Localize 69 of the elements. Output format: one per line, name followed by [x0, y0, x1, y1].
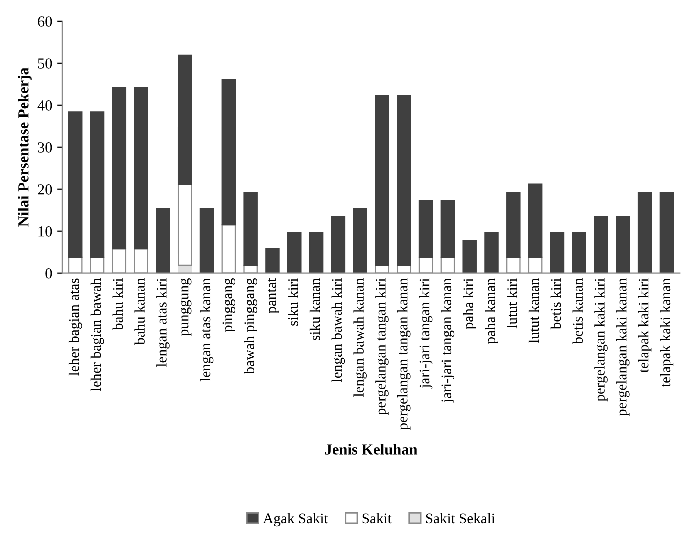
legend-label: Sakit Sekali [426, 513, 496, 524]
x-tick-label: lengan atas kiri [156, 278, 170, 368]
bar [266, 248, 280, 274]
x-tick-label: lengan bawah kiri [332, 278, 346, 382]
bar [178, 184, 192, 266]
bar [528, 184, 543, 258]
bar [112, 87, 127, 250]
x-tick-label: telapak kaki kanan [660, 278, 674, 388]
x-axis-title: Jenis Keluhan [325, 444, 418, 455]
bar [462, 240, 477, 274]
legend-label: Agak Sakit [263, 513, 328, 527]
x-tick-label: lutut kanan [528, 278, 540, 344]
y-tick-label: 40 [38, 100, 52, 111]
legend-label: Sakit [362, 513, 392, 524]
bar [68, 112, 83, 258]
bar [506, 192, 521, 258]
y-tick-label: 10 [38, 226, 52, 237]
x-tick-label: siku kanan [310, 278, 320, 340]
x-tick-label: bahu kiri [112, 278, 124, 330]
bar [178, 54, 192, 186]
bar [572, 232, 586, 274]
x-tick-label: bahu kanan [134, 278, 145, 346]
x-tick-label: jari-jari tangan kiri [419, 278, 433, 389]
y-tick-label: 20 [38, 184, 52, 195]
bar [418, 200, 434, 258]
x-tick-label: pergelangan kaki kanan [616, 278, 630, 416]
x-tick-label: pergelangan tangan kiri [376, 278, 389, 416]
bar [638, 192, 652, 274]
x-tick-label: pinggang [222, 278, 236, 332]
bar [353, 208, 368, 274]
bar [288, 232, 302, 274]
bar [616, 216, 630, 274]
bar [134, 87, 148, 250]
y-tick-label: 0 [46, 268, 52, 279]
bar [331, 216, 346, 274]
y-tick-label: 50 [38, 58, 52, 69]
x-tick-label: betis kiri [550, 278, 562, 330]
bar [375, 95, 390, 266]
x-tick-label: lutut kiri [507, 278, 518, 329]
x-tick-label: jari-jari tangan kanan [441, 278, 455, 404]
bar [156, 208, 170, 274]
bar [660, 192, 674, 274]
x-tick-label: paha kanan [485, 278, 498, 344]
x-tick-label: lengan bawah kanan [354, 278, 367, 397]
y-axis-title: Nilai Persentase Pekerja [18, 68, 32, 227]
bar [222, 79, 236, 226]
x-tick-label: leher bagian atas [68, 278, 82, 376]
bar [594, 216, 608, 274]
x-tick-label: lengan atas kanan [200, 278, 214, 382]
x-tick-label: paha kiri [463, 278, 476, 330]
bar [484, 232, 499, 274]
bar [90, 112, 105, 258]
y-tick-label: 60 [38, 16, 52, 27]
bar [244, 192, 258, 266]
bar [309, 232, 324, 274]
bar [550, 232, 565, 274]
bar [440, 200, 456, 258]
x-tick-label: pergelangan kaki kiri [594, 278, 608, 402]
x-tick-label: telapak kaki kiri [638, 278, 652, 373]
x-tick-label: bawah pinggang [244, 278, 258, 374]
bar [397, 95, 412, 266]
x-tick-label: betis kanan [572, 278, 584, 344]
x-tick-label: pergelangan tangan kanan [398, 278, 411, 430]
x-tick-label: siku kiri [288, 278, 298, 326]
bar [200, 208, 214, 274]
x-tick-label: pantat [268, 278, 280, 314]
x-tick-label: punggung [181, 278, 192, 336]
x-tick-label: leher bagian bawah [90, 278, 104, 392]
y-tick-label: 30 [38, 142, 52, 153]
